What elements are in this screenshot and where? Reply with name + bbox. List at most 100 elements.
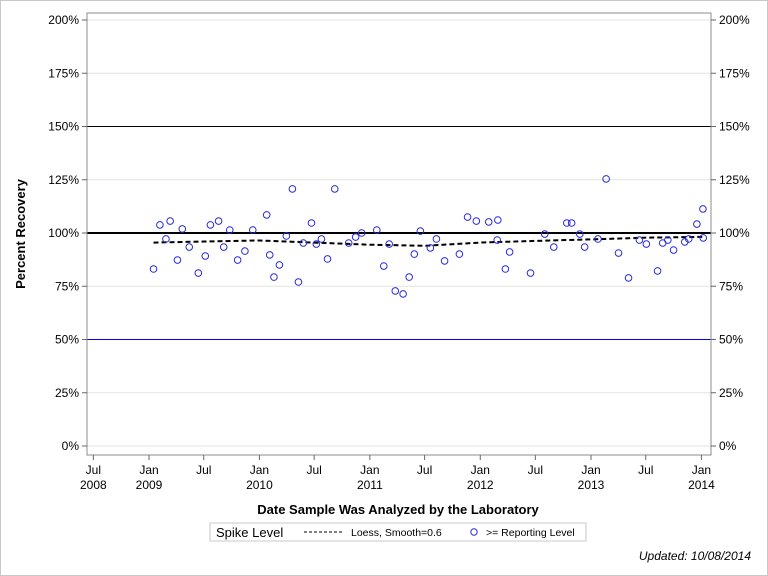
data-point xyxy=(166,217,174,225)
data-point xyxy=(178,225,187,233)
x-tick-year: 2013 xyxy=(578,478,605,492)
data-point xyxy=(484,218,493,226)
data-point xyxy=(472,217,481,225)
y-axis: 0% 0% 25% 25% 50% 50% 75% 75% 100% 100% 125% 125% 15… xyxy=(48,13,750,453)
data-point xyxy=(653,267,662,275)
data-point xyxy=(567,219,576,227)
x-tick-year: 2012 xyxy=(467,478,494,492)
y-tick-label-right: 75% xyxy=(719,279,743,293)
x-tick-year: 2010 xyxy=(246,478,273,492)
data-point xyxy=(162,235,170,243)
data-point xyxy=(351,233,360,241)
data-point xyxy=(669,246,678,254)
data-point xyxy=(233,256,242,264)
data-point xyxy=(549,243,558,251)
loess-line xyxy=(153,235,704,247)
data-point xyxy=(323,255,332,263)
y-tick-label-right: 125% xyxy=(719,173,750,187)
x-tick-label: Jul xyxy=(638,463,653,477)
updated-date: Updated: 10/08/2014 xyxy=(639,549,751,563)
data-point xyxy=(317,235,326,243)
x-axis-label: Date Sample Was Analyzed by the Laborato… xyxy=(257,502,539,517)
data-point xyxy=(379,262,388,270)
data-point xyxy=(330,185,339,193)
x-tick-label: Jul xyxy=(528,463,543,477)
data-point xyxy=(206,221,215,229)
legend-spike-level: Spike Level xyxy=(216,525,283,540)
y-tick-label: 75% xyxy=(55,279,79,293)
x-tick-label: Jan xyxy=(139,463,158,477)
y-tick-label: 25% xyxy=(55,386,79,400)
data-point xyxy=(391,287,400,295)
data-point xyxy=(219,243,228,251)
data-point xyxy=(693,220,701,228)
y-tick-label-right: 150% xyxy=(719,120,750,134)
x-tick-year: 2009 xyxy=(136,478,163,492)
data-point xyxy=(624,274,633,282)
y-tick-label: 175% xyxy=(48,66,79,80)
data-point xyxy=(416,227,425,235)
data-point xyxy=(373,226,381,234)
x-tick-label: Jul xyxy=(417,463,432,477)
data-point xyxy=(344,239,353,247)
x-tick-year: 2008 xyxy=(80,478,107,492)
y-axis-label: Percent Recovery xyxy=(13,178,28,289)
data-point xyxy=(562,219,571,227)
data-point xyxy=(262,211,271,219)
data-point xyxy=(275,261,284,269)
data-point xyxy=(684,235,693,243)
data-point xyxy=(540,230,549,238)
x-tick-label: Jan xyxy=(471,463,490,477)
data-point xyxy=(576,230,584,238)
y-tick-label-right: 25% xyxy=(719,386,743,400)
data-point xyxy=(307,219,316,227)
data-point xyxy=(248,226,257,234)
legend-circle-icon xyxy=(470,528,478,536)
data-point xyxy=(270,273,278,281)
y-tick-label-right: 0% xyxy=(719,439,737,453)
data-point xyxy=(426,244,435,252)
data-point xyxy=(156,221,164,229)
x-tick-year: 2014 xyxy=(688,478,715,492)
data-point xyxy=(501,265,510,273)
data-point xyxy=(214,217,223,225)
plot-border xyxy=(86,12,712,456)
data-point xyxy=(288,185,297,193)
data-point xyxy=(594,235,602,243)
legend: Spike Level Loess, Smooth=0.6 >= Reporti… xyxy=(209,522,587,542)
y-tick-label: 150% xyxy=(48,120,79,134)
data-point xyxy=(149,265,158,273)
x-tick-year: 2011 xyxy=(357,478,383,492)
data-point xyxy=(614,249,623,257)
data-point xyxy=(282,232,291,240)
data-point xyxy=(642,240,651,248)
data-point xyxy=(201,252,210,260)
data-point xyxy=(399,290,407,298)
data-point xyxy=(463,213,472,221)
x-tick-label: Jul xyxy=(196,463,211,477)
data-point xyxy=(494,216,502,224)
x-tick-label: Jan xyxy=(581,463,600,477)
data-point xyxy=(526,269,535,277)
legend-reporting-level: >= Reporting Level xyxy=(486,527,575,539)
y-tick-label: 125% xyxy=(48,173,79,187)
data-point xyxy=(602,175,610,183)
data-point xyxy=(294,278,303,286)
data-point xyxy=(265,251,274,259)
data-point xyxy=(357,229,366,237)
data-point xyxy=(299,239,308,247)
y-tick-label: 0% xyxy=(62,439,80,453)
points xyxy=(149,175,708,298)
y-tick-label-right: 50% xyxy=(719,333,743,347)
data-point xyxy=(432,235,441,243)
data-point xyxy=(225,226,234,234)
x-tick-label: Jan xyxy=(360,463,379,477)
data-point xyxy=(410,250,419,258)
data-point xyxy=(635,236,644,244)
data-point xyxy=(312,240,321,248)
x-tick-label: Jan xyxy=(692,463,711,477)
data-point xyxy=(241,247,249,255)
data-point xyxy=(505,248,514,256)
data-point xyxy=(580,243,589,251)
